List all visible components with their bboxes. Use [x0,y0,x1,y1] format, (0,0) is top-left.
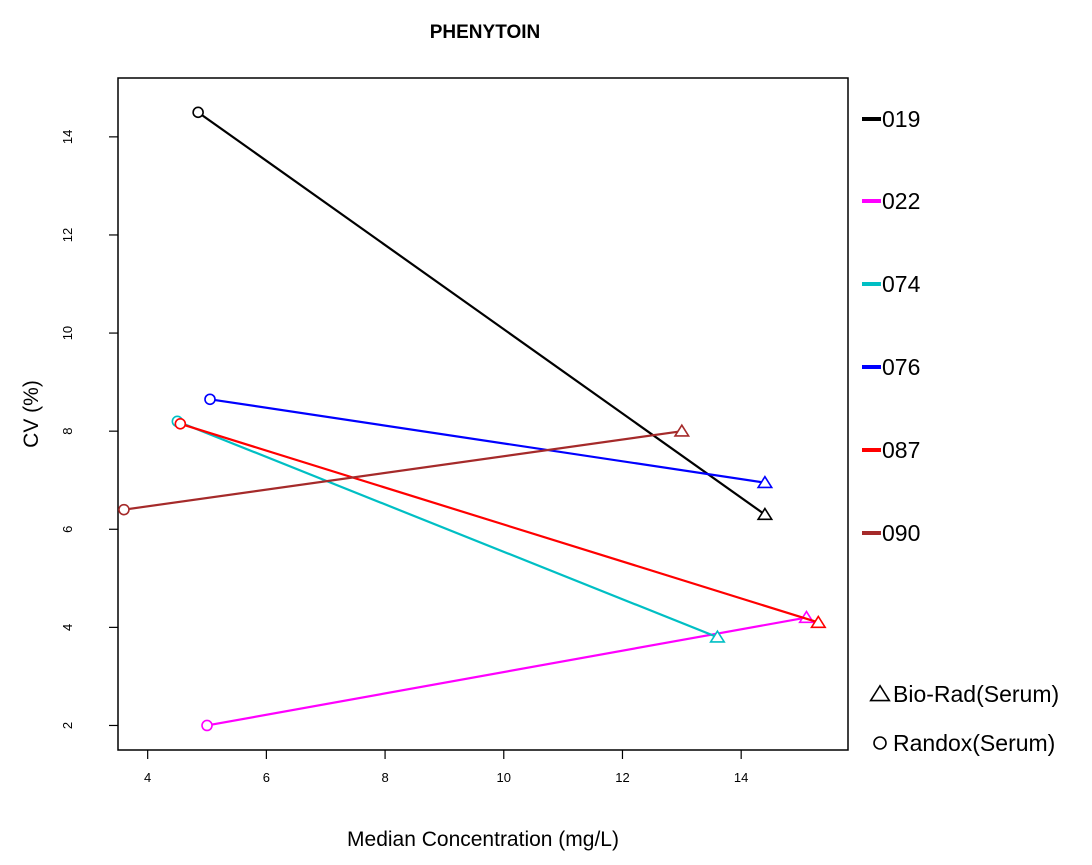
series-line-076 [209,398,766,484]
x-axis: 4 6 8 10 12 14 [144,750,748,785]
series-line-019 [197,111,766,516]
series-090 [118,423,691,516]
biorad-point-087 [810,614,827,629]
series-line-074 [176,420,718,639]
x-tick-label: 12 [615,770,629,785]
series-layer [118,106,827,732]
y-tick-label: 10 [60,326,75,340]
biorad-point-090 [673,423,691,437]
randox-point-087 [174,418,187,430]
legend-label-019: 019 [882,106,920,132]
x-axis-label: Median Concentration (mg/L) [347,828,619,851]
legend-label-022: 022 [882,188,920,214]
y-tick-label: 14 [60,130,75,144]
series-legend: 019 022 074 076 087 090 [862,106,921,546]
biorad-point-076 [756,475,774,489]
plot-frame [117,77,849,751]
legend-label-090: 090 [882,520,920,546]
series-line-022 [206,616,807,727]
y-axis: 2 4 6 8 10 12 14 [60,130,118,729]
randox-point-090 [118,503,130,516]
series-074 [171,415,726,643]
legend-label-076: 076 [882,354,920,380]
y-tick-label: 6 [60,526,75,533]
y-tick-label: 8 [60,428,75,435]
series-087 [174,418,827,629]
marker-legend-label: Bio-Rad(Serum) [893,681,1059,707]
y-tick-label: 12 [60,228,75,242]
legend-label-087: 087 [882,437,920,463]
biorad-point-074 [709,629,726,643]
y-tick-label: 2 [60,722,75,729]
series-line-090 [123,430,682,511]
randox-point-019 [192,106,204,119]
legend-circle-icon [873,736,887,750]
chart-title: PHENYTOIN [430,22,541,43]
series-019 [192,106,774,521]
x-tick-label: 14 [734,770,748,785]
randox-point-022 [201,719,213,732]
marker-legend-label: Randox(Serum) [893,730,1055,756]
marker-legend: Bio-Rad(Serum) Randox(Serum) [869,681,1059,756]
series-line-087 [179,422,819,624]
x-tick-label: 4 [144,770,151,785]
biorad-point-019 [756,507,774,521]
x-tick-label: 6 [263,770,270,785]
series-076 [204,393,774,489]
x-tick-label: 8 [381,770,388,785]
series-022 [201,610,815,732]
legend-triangle-icon [869,684,891,702]
y-tick-label: 4 [60,624,75,631]
x-tick-label: 10 [497,770,511,785]
legend-label-074: 074 [882,271,921,297]
y-axis-label: CV (%) [20,380,43,448]
randox-point-076 [204,393,216,406]
